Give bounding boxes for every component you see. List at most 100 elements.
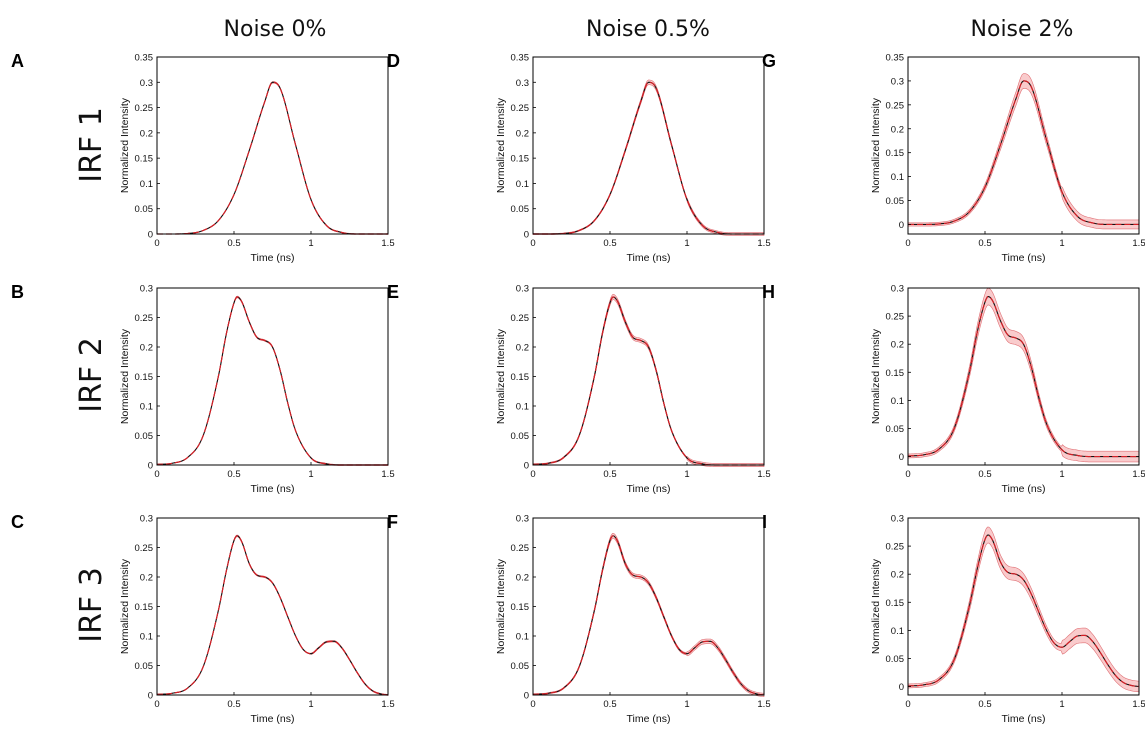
x-tick-label: 0.5 <box>603 699 616 710</box>
row-title-irf-2: IRF 2 <box>74 337 109 413</box>
x-tick-label: 0 <box>154 469 159 480</box>
y-tick-label: 0 <box>899 452 904 463</box>
fit-line <box>157 81 388 235</box>
plot-frame <box>156 287 389 466</box>
x-axis-label: Time (ns) <box>1002 252 1046 264</box>
x-tick-label: 0 <box>154 238 159 249</box>
row-headers: IRF 1 IRF 2 IRF 3 <box>74 107 109 643</box>
mean-line <box>532 296 764 466</box>
x-tick-label: 0 <box>905 699 910 710</box>
x-tick-label: 0 <box>530 238 535 249</box>
y-tick-label: 0.2 <box>516 573 529 584</box>
panel-letter: I <box>762 512 767 532</box>
x-tick-label: 1.5 <box>757 469 770 480</box>
y-tick-label: 0.3 <box>891 514 904 525</box>
y-tick-label: 0.25 <box>135 313 154 324</box>
y-axis-label: Normalized Intensity <box>870 97 882 193</box>
y-tick-label: 0.1 <box>891 172 904 183</box>
column-headers: Noise 0% Noise 0.5% Noise 2% <box>224 17 1074 42</box>
mean-line <box>156 296 388 466</box>
y-tick-label: 0.25 <box>886 542 905 553</box>
confidence-band <box>532 79 765 236</box>
y-tick-label: 0.2 <box>516 128 529 139</box>
column-title-noise-0-5: Noise 0.5% <box>586 17 710 42</box>
y-tick-label: 0.3 <box>140 78 153 89</box>
y-tick-label: 0.15 <box>886 368 905 379</box>
x-tick-label: 0 <box>530 699 535 710</box>
x-tick-label: 1 <box>1059 469 1064 480</box>
column-title-noise-0: Noise 0% <box>224 17 327 42</box>
x-tick-label: 1.5 <box>1132 469 1145 480</box>
x-axis-label: Time (ns) <box>627 252 671 264</box>
y-tick-label: 0.2 <box>891 124 904 135</box>
y-tick-label: 0.25 <box>511 103 530 114</box>
panel-letter: H <box>762 282 775 302</box>
panel-a: A 0 0.5 1 1.5 0 0.05 0.1 0.15 0.2 0.25 0.3 0.35 Time … <box>11 51 395 264</box>
fit-line <box>533 81 764 235</box>
x-tick-label: 1.5 <box>1132 699 1145 710</box>
confidence-band <box>907 73 1140 230</box>
x-tick-label: 0.5 <box>978 469 991 480</box>
y-tick-label: 0 <box>899 682 904 693</box>
x-tick-label: 0 <box>154 699 159 710</box>
x-axis-label: Time (ns) <box>1002 483 1046 495</box>
x-tick-label: 1.5 <box>381 238 394 249</box>
x-tick-label: 0.5 <box>603 469 616 480</box>
y-tick-label: 0 <box>148 461 153 472</box>
panel-b: B 0 0.5 1 1.5 0 0.05 0.1 0.15 0.2 0.25 0.3 Time (ns)… <box>11 282 395 495</box>
confidence-band <box>156 534 389 696</box>
x-tick-label: 1 <box>684 469 689 480</box>
y-tick-label: 0.2 <box>516 343 529 354</box>
y-tick-label: 0.35 <box>511 53 530 64</box>
panel-letter: F <box>387 512 398 532</box>
mean-line <box>908 80 1139 225</box>
y-tick-label: 0.2 <box>891 570 904 581</box>
x-tick-label: 0.5 <box>227 699 240 710</box>
panel-letter: B <box>11 282 24 302</box>
x-axis-label: Time (ns) <box>251 252 295 264</box>
y-tick-label: 0.05 <box>135 431 154 442</box>
y-tick-label: 0.35 <box>886 53 905 64</box>
y-tick-label: 0.05 <box>886 424 905 435</box>
y-tick-label: 0.05 <box>886 196 905 207</box>
y-axis-label: Normalized Intensity <box>870 328 882 424</box>
x-tick-label: 1 <box>684 699 689 710</box>
column-title-noise-2: Noise 2% <box>971 17 1074 42</box>
mean-line <box>532 535 765 696</box>
x-axis-label: Time (ns) <box>627 483 671 495</box>
y-tick-label: 0.2 <box>891 340 904 351</box>
y-tick-label: 0.2 <box>140 128 153 139</box>
y-tick-label: 0.35 <box>135 53 154 64</box>
y-tick-label: 0.15 <box>135 372 154 383</box>
mean-line <box>533 81 764 235</box>
y-tick-label: 0.05 <box>886 654 905 665</box>
y-tick-label: 0.25 <box>886 100 905 111</box>
plot-frame <box>532 287 765 466</box>
y-tick-label: 0.1 <box>516 632 529 643</box>
fit-line <box>532 296 764 466</box>
x-tick-label: 0 <box>905 469 910 480</box>
panel-h: H 0 0.5 1 1.5 0 0.05 0.1 0.15 0.2 0.25 0.3 Time (ns)… <box>762 282 1145 495</box>
y-tick-label: 0 <box>148 230 153 241</box>
x-tick-label: 0 <box>905 238 910 249</box>
y-tick-label: 0.1 <box>140 179 153 190</box>
plot-frame <box>907 517 1140 696</box>
x-tick-label: 1 <box>1059 238 1064 249</box>
fit-line <box>156 296 388 466</box>
y-tick-label: 0.15 <box>511 154 530 165</box>
y-tick-label: 0 <box>524 230 529 241</box>
y-tick-label: 0.1 <box>891 396 904 407</box>
x-tick-label: 1 <box>308 238 313 249</box>
y-tick-label: 0.05 <box>511 661 530 672</box>
y-tick-label: 0.15 <box>511 372 530 383</box>
panel-letter: E <box>387 282 399 302</box>
y-axis-label: Normalized Intensity <box>495 97 507 193</box>
row-title-irf-1: IRF 1 <box>74 107 109 183</box>
plot-frame <box>907 287 1140 466</box>
fit-line <box>532 535 765 696</box>
confidence-band <box>907 287 1140 463</box>
y-tick-label: 0.1 <box>140 632 153 643</box>
y-tick-label: 0.25 <box>886 312 905 323</box>
x-tick-label: 1.5 <box>757 238 770 249</box>
